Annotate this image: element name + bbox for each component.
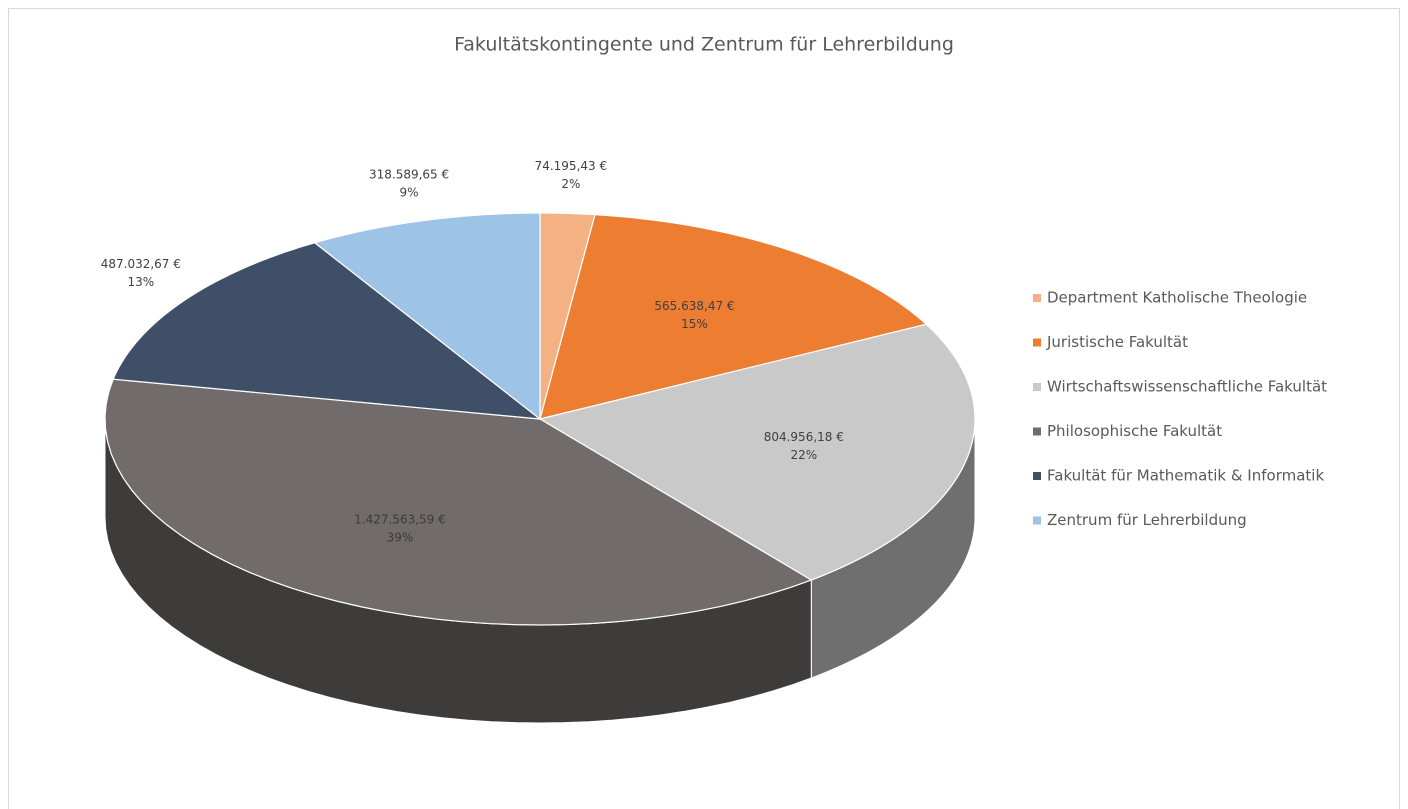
data-label: 804.956,18 € (764, 430, 844, 444)
chart-title: Fakultätskontingente und Zentrum für Leh… (454, 34, 954, 56)
slice (112, 242, 542, 420)
legend-marker (1033, 383, 1041, 391)
legend-label: Wirtschaftswissenschaftliche Fakultät (1047, 378, 1327, 396)
slice (104, 378, 813, 626)
data-label: 565.638,47 € (654, 299, 734, 313)
data-label: 487.032,67 € (101, 257, 181, 271)
legend-marker (1033, 294, 1041, 302)
data-label: 13% (127, 275, 154, 289)
legend-label: Philosophische Fakultät (1047, 422, 1222, 440)
data-label: 2% (561, 177, 580, 191)
slice (313, 212, 541, 421)
data-label: 1.427.563,59 € (354, 513, 446, 527)
data-label: 22% (790, 448, 817, 462)
slice (539, 214, 928, 420)
data-label: 15% (681, 317, 708, 331)
data-label: 318.589,65 € (369, 167, 449, 181)
data-label: 39% (387, 531, 414, 545)
legend-label: Juristische Fakultät (1046, 333, 1188, 351)
legend-marker (1033, 472, 1041, 480)
legend-label: Zentrum für Lehrerbildung (1047, 511, 1247, 529)
legend-marker (1033, 427, 1041, 436)
slice (538, 323, 976, 581)
legend-marker (1033, 338, 1041, 347)
data-label: 9% (400, 185, 419, 199)
legend-label: Department Katholische Theologie (1047, 289, 1307, 307)
legend-label: Fakultät für Mathematik & Informatik (1047, 467, 1324, 485)
data-label: 74.195,43 € (535, 159, 608, 173)
legend-marker (1033, 516, 1041, 525)
